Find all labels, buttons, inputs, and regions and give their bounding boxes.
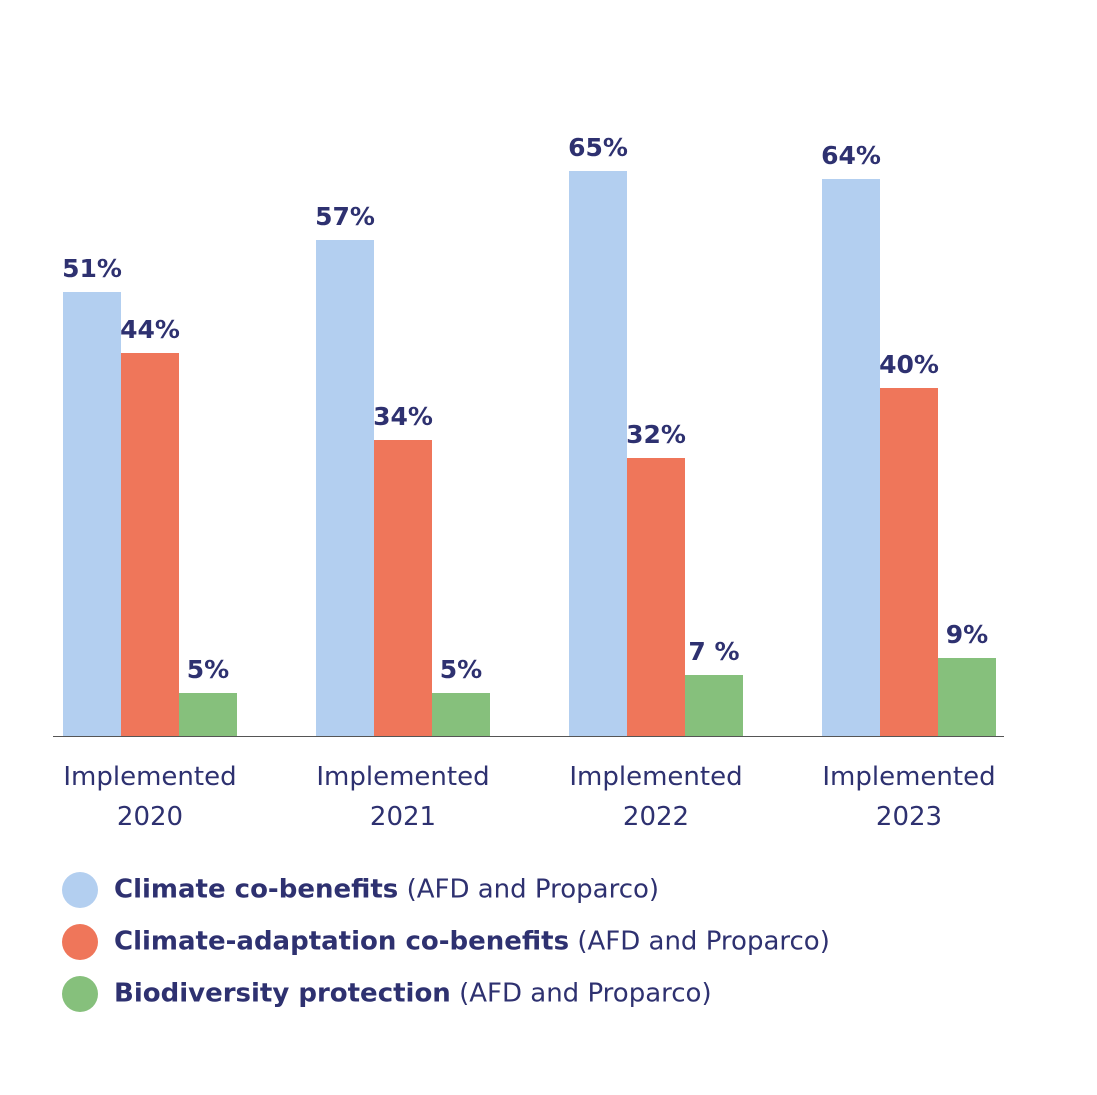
- baseline: [53, 736, 1004, 737]
- value-label: 5%: [439, 654, 483, 684]
- bar: [569, 170, 627, 736]
- legend-label: Climate-adaptation co-benefits: [114, 926, 570, 957]
- legend-item: Biodiversity protection (AFD and Proparc…: [62, 976, 712, 1012]
- legend-note: (AFD and Proparco): [406, 874, 660, 905]
- legend-label: Climate co-benefits: [114, 874, 399, 905]
- legend-item: Climate-adaptation co-benefits (AFD and …: [62, 924, 830, 960]
- legend-note: (AFD and Proparco): [577, 926, 830, 957]
- value-label: 34%: [373, 402, 433, 432]
- value-label: 32%: [626, 419, 686, 449]
- value-label: 64%: [821, 141, 881, 171]
- bar: [121, 353, 179, 736]
- bar: [938, 657, 996, 736]
- x-tick-label: Implemented 2022: [569, 762, 743, 832]
- legend-label: Biodiversity protection: [114, 978, 451, 1009]
- bar: [432, 692, 490, 736]
- value-label: 7 %: [688, 637, 740, 667]
- value-label: 9%: [945, 619, 989, 649]
- bar: [63, 292, 121, 736]
- value-label: 51%: [62, 254, 122, 284]
- x-tick-label: Implemented 2023: [822, 762, 996, 832]
- value-label: 40%: [879, 350, 939, 379]
- bar: [685, 675, 743, 736]
- value-label: 44%: [120, 315, 180, 345]
- legend-swatch: [62, 924, 98, 960]
- bar: [822, 179, 880, 736]
- legend-note: (AFD and Proparco): [459, 978, 712, 1009]
- value-label: 57%: [315, 202, 375, 232]
- bar: [316, 240, 374, 736]
- bar: [179, 692, 237, 736]
- legend-swatch: [62, 976, 98, 1012]
- legend-swatch: [62, 872, 98, 908]
- bar: [627, 457, 685, 736]
- bar: [880, 388, 938, 736]
- x-tick-label: Implemented 2020: [63, 762, 237, 832]
- value-label: 5%: [186, 654, 230, 684]
- legend-item: Climate co-benefits (AFD and Proparco): [62, 872, 659, 908]
- value-label: 65%: [568, 132, 628, 162]
- bar: [374, 440, 432, 736]
- x-tick-label: Implemented 2021: [316, 762, 490, 832]
